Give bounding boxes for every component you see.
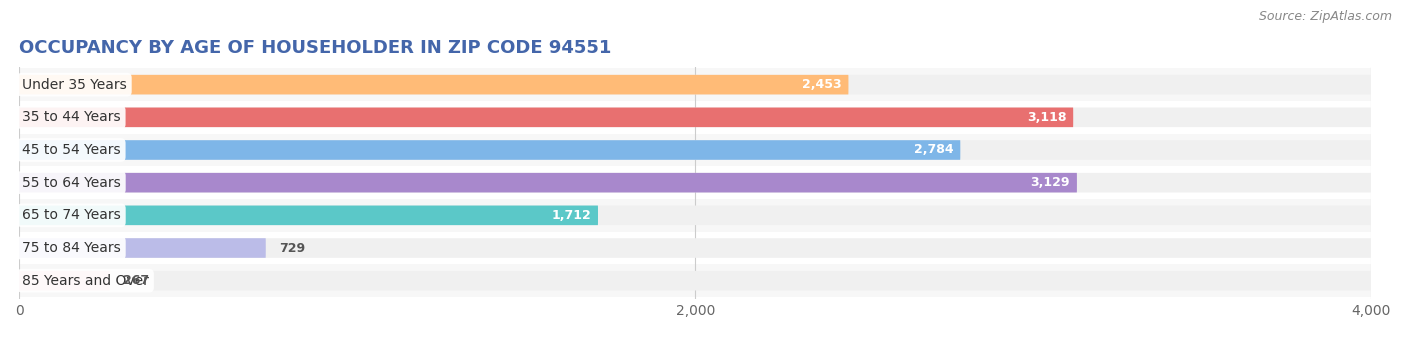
Text: 65 to 74 Years: 65 to 74 Years [22,208,121,222]
Bar [20,134,1371,166]
FancyBboxPatch shape [20,140,1371,160]
Text: 2,453: 2,453 [801,78,842,91]
FancyBboxPatch shape [20,173,1077,192]
FancyBboxPatch shape [20,140,960,160]
FancyBboxPatch shape [20,107,1073,127]
FancyBboxPatch shape [20,107,1371,127]
FancyBboxPatch shape [20,206,1371,225]
FancyBboxPatch shape [20,75,1371,95]
FancyBboxPatch shape [20,75,848,95]
Text: 85 Years and Over: 85 Years and Over [22,274,149,288]
Text: OCCUPANCY BY AGE OF HOUSEHOLDER IN ZIP CODE 94551: OCCUPANCY BY AGE OF HOUSEHOLDER IN ZIP C… [20,39,612,57]
FancyBboxPatch shape [20,238,1371,258]
Text: 1,712: 1,712 [551,209,592,222]
Text: 729: 729 [280,241,305,255]
FancyBboxPatch shape [20,271,1371,290]
Text: 45 to 54 Years: 45 to 54 Years [22,143,121,157]
FancyBboxPatch shape [20,173,1371,192]
Bar [20,68,1371,101]
Bar [20,232,1371,264]
FancyBboxPatch shape [20,271,110,290]
Text: Under 35 Years: Under 35 Years [22,78,127,92]
Text: 55 to 64 Years: 55 to 64 Years [22,176,121,190]
Text: 35 to 44 Years: 35 to 44 Years [22,110,121,124]
FancyBboxPatch shape [20,238,266,258]
Bar [20,264,1371,297]
Text: Source: ZipAtlas.com: Source: ZipAtlas.com [1258,10,1392,23]
Bar [20,199,1371,232]
FancyBboxPatch shape [20,206,598,225]
Text: 3,129: 3,129 [1031,176,1070,189]
Text: 267: 267 [124,274,149,287]
Text: 2,784: 2,784 [914,143,953,156]
Bar [20,101,1371,134]
Text: 3,118: 3,118 [1026,111,1066,124]
Bar [20,166,1371,199]
Text: 75 to 84 Years: 75 to 84 Years [22,241,121,255]
